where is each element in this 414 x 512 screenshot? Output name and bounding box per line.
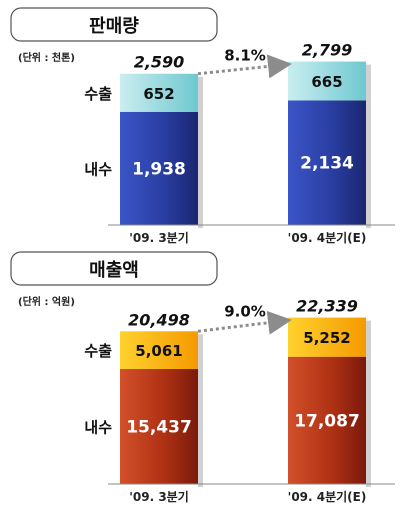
total-label: 2,799 [302,41,353,60]
series-label-export: 수출 [84,85,112,103]
bar-shadow [366,64,371,104]
bar-shadow [198,114,203,228]
bar-domestic [288,356,366,484]
bar-export [288,317,366,357]
value-label-export: 665 [311,73,342,91]
category-label: '09. 4분기(E) [288,230,367,245]
chart-title: 매출액 [89,260,139,281]
category-label: '09. 3분기 [129,230,189,245]
category-label: '09. 3분기 [129,489,189,504]
category-label: '09. 4분기(E) [288,489,367,504]
bar-shadow [198,334,203,372]
unit-note: (단위 : 억원) [18,295,75,308]
total-label: 20,498 [128,310,190,329]
bar-shadow [366,359,371,487]
growth-label: 9.0% [224,303,266,321]
bar-export [288,61,366,101]
total-label: 22,339 [296,297,358,316]
series-label-domestic: 내수 [84,160,112,178]
title-box [10,7,218,42]
title-box [10,251,218,286]
value-label-domestic: 1,938 [132,159,186,179]
growth-arrow [197,310,292,335]
value-label-domestic: 17,087 [294,411,360,431]
bar-shadow [198,371,203,487]
bar-shadow [366,103,371,228]
unit-note: (단위 : 천톤) [18,51,75,64]
value-label-domestic: 15,437 [126,417,192,437]
chart-title: 판매량 [89,16,139,37]
series-label-export: 수출 [84,342,112,360]
bar-domestic [120,111,198,225]
total-label: 2,590 [134,53,185,72]
bar-export [120,331,198,369]
series-label-domestic: 내수 [84,418,112,436]
value-label-export: 5,252 [303,329,350,347]
bar-shadow [366,320,371,360]
value-label-domestic: 2,134 [300,154,354,174]
growth-arrow [197,54,292,79]
bar-domestic [288,100,366,225]
bar-domestic [120,368,198,484]
growth-label: 8.1% [224,47,266,65]
bar-export [120,73,198,112]
value-label-export: 652 [143,85,174,103]
value-label-export: 5,061 [135,342,182,360]
bar-shadow [198,76,203,115]
